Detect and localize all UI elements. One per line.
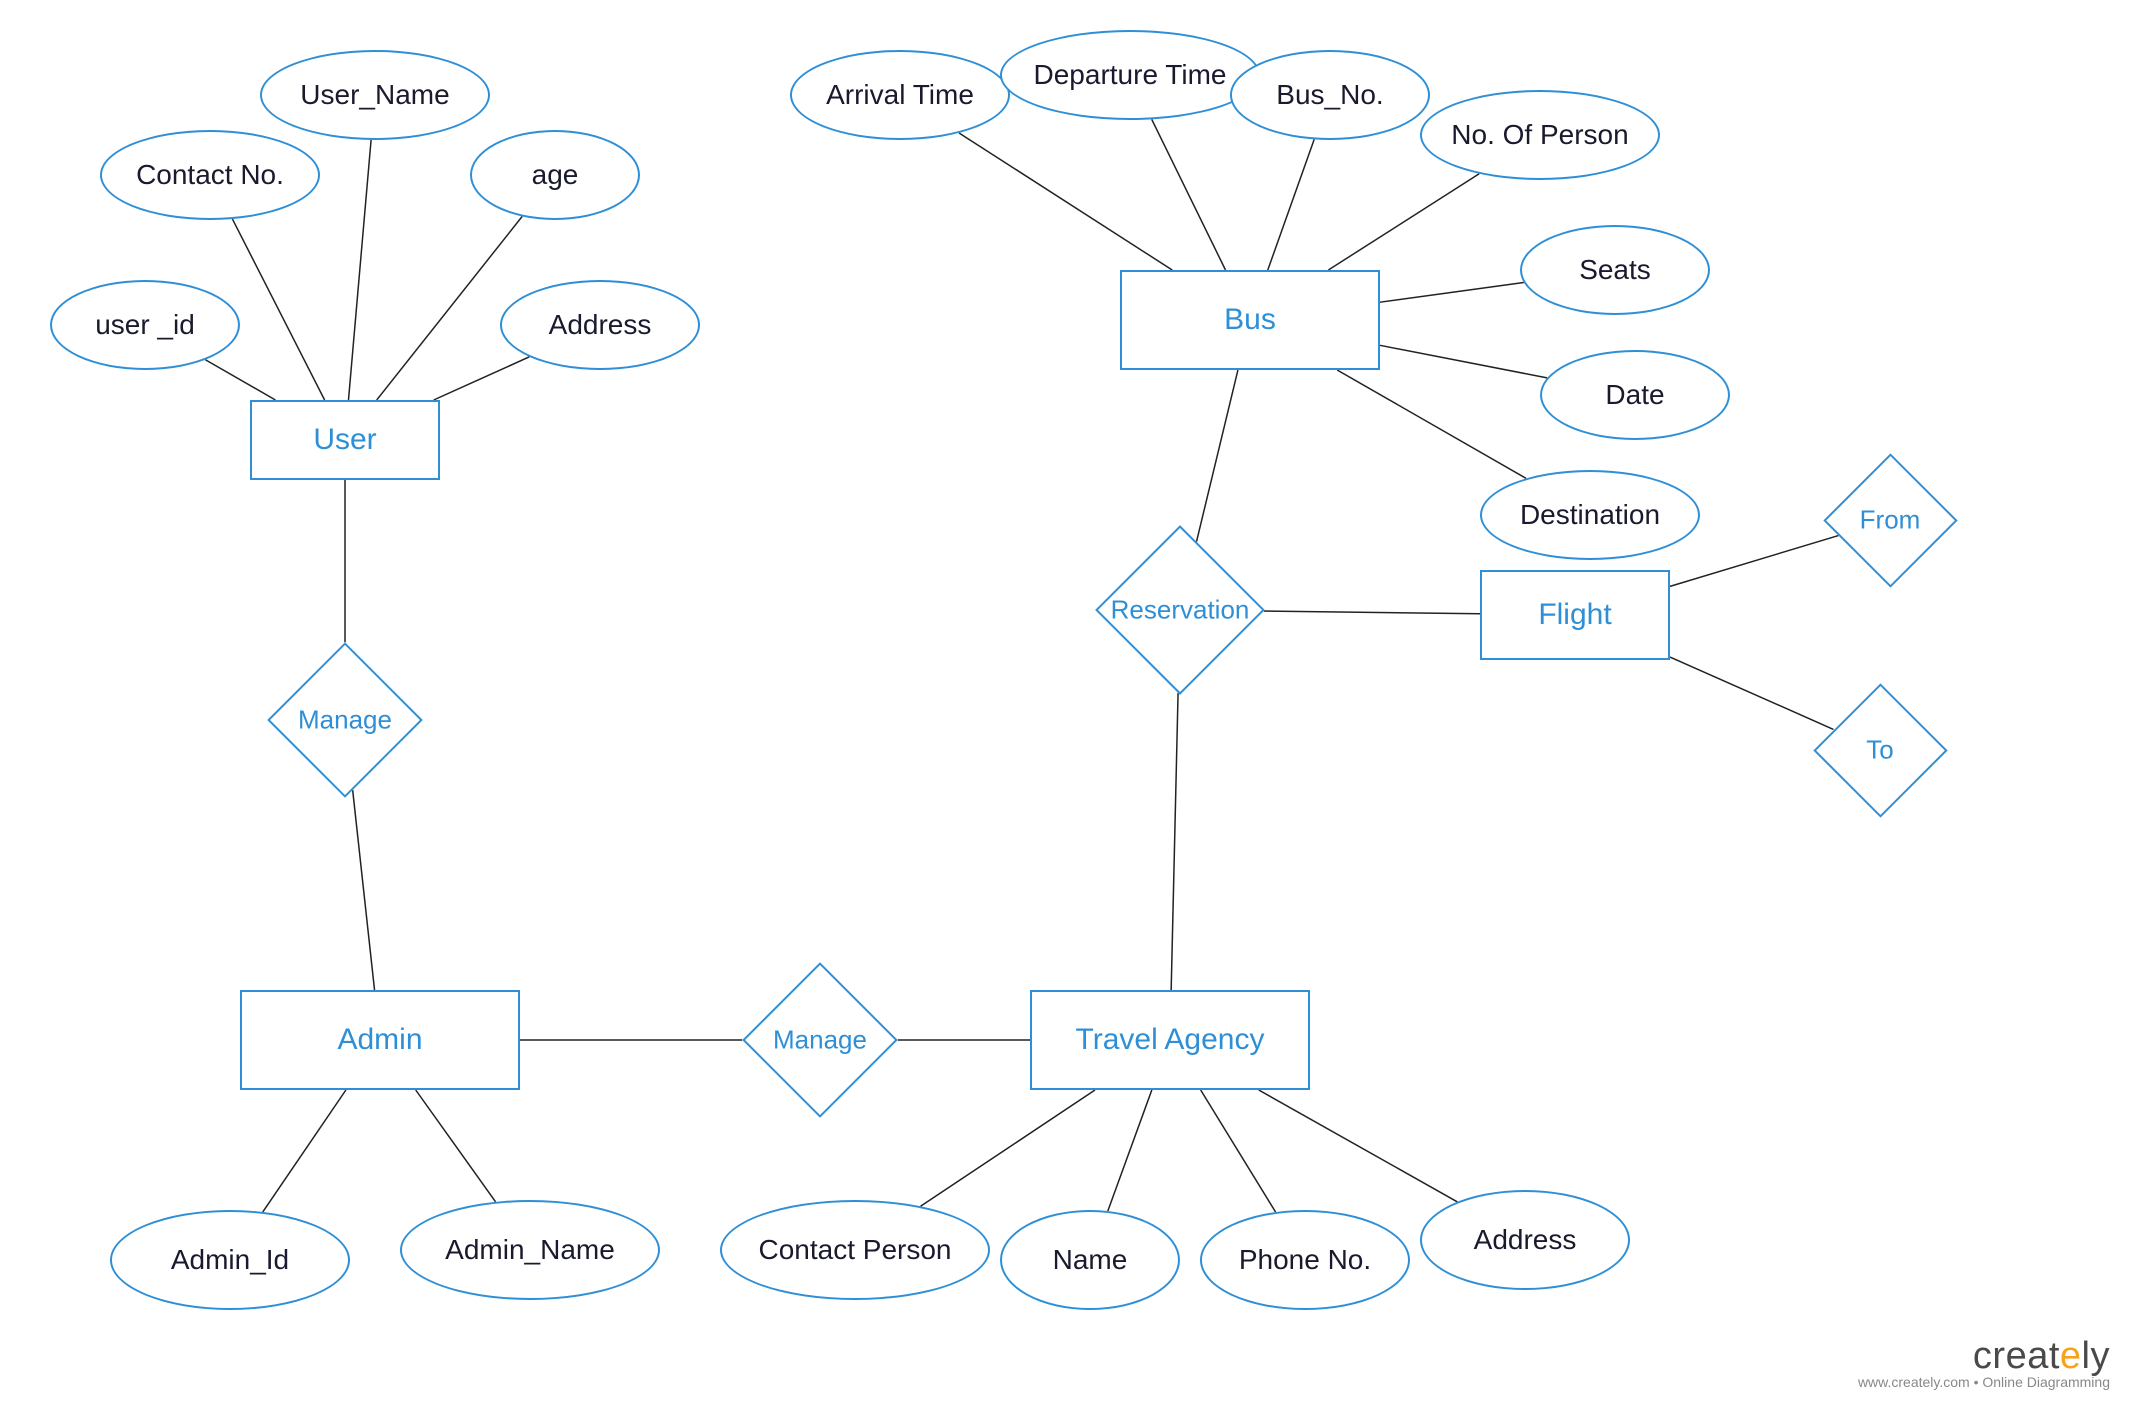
edge-manage1-admin [353,790,375,990]
logo-text-1: creat [1973,1335,2060,1377]
attribute-contact_no: Contact No. [100,130,320,220]
relationship-manage1: Manage [290,665,400,775]
edge-agency-reservation [1171,693,1178,990]
attribute-name: Name [1000,1210,1180,1310]
edge-reservation-flight [1264,611,1480,614]
attribute-address_a: Address [1420,1190,1630,1290]
edge-agency-address_a [1259,1090,1457,1202]
entity-user: User [250,400,440,480]
creately-logo: creately www.creately.com • Online Diagr… [1858,1335,2110,1390]
edge-admin-admin_id [263,1090,346,1212]
edge-agency-name [1108,1090,1152,1211]
edge-bus-departure [1152,119,1226,270]
edge-bus-no_person [1328,174,1479,270]
edge-user-address_u [434,357,530,400]
edge-bus-bus_no [1268,139,1314,270]
edge-bus-destination [1337,370,1526,478]
attribute-phone: Phone No. [1200,1210,1410,1310]
attribute-seats: Seats [1520,225,1710,315]
attribute-bus_no: Bus_No. [1230,50,1430,140]
relationship-to: To [1833,703,1928,798]
relationship-from: From [1843,473,1938,568]
edge-reservation-bus [1196,370,1237,542]
attribute-date: Date [1540,350,1730,440]
edge-admin-admin_name [416,1090,496,1202]
attribute-no_person: No. Of Person [1420,90,1660,180]
edge-bus-seats [1380,283,1524,303]
attribute-age: age [470,130,640,220]
logo-subtext: www.creately.com • Online Diagramming [1858,1374,2110,1390]
entity-flight: Flight [1480,570,1670,660]
edge-user-age [377,216,522,400]
relationship-reservation: Reservation [1120,550,1240,670]
attribute-admin_id: Admin_Id [110,1210,350,1310]
edge-user-user_id [205,360,275,400]
attribute-user_id: user _id [50,280,240,370]
edge-user-contact_no [232,219,324,400]
entity-bus: Bus [1120,270,1380,370]
relationship-manage2: Manage [765,985,875,1095]
attribute-contact_p: Contact Person [720,1200,990,1300]
edge-flight-from [1670,536,1838,587]
attribute-arrival: Arrival Time [790,50,1010,140]
attribute-user_name: User_Name [260,50,490,140]
entity-agency: Travel Agency [1030,990,1310,1090]
entity-admin: Admin [240,990,520,1090]
attribute-destination: Destination [1480,470,1700,560]
edge-agency-phone [1201,1090,1276,1212]
edge-agency-contact_p [921,1090,1095,1206]
edge-bus-arrival [959,133,1172,270]
attribute-admin_name: Admin_Name [400,1200,660,1300]
attribute-departure: Departure Time [1000,30,1260,120]
logo-text-2: ly [2082,1335,2110,1377]
edge-flight-to [1670,657,1833,729]
logo-bulb-icon: e [2060,1335,2082,1377]
attribute-address_u: Address [500,280,700,370]
edge-user-user_name [348,140,371,400]
edge-bus-date [1380,345,1547,378]
